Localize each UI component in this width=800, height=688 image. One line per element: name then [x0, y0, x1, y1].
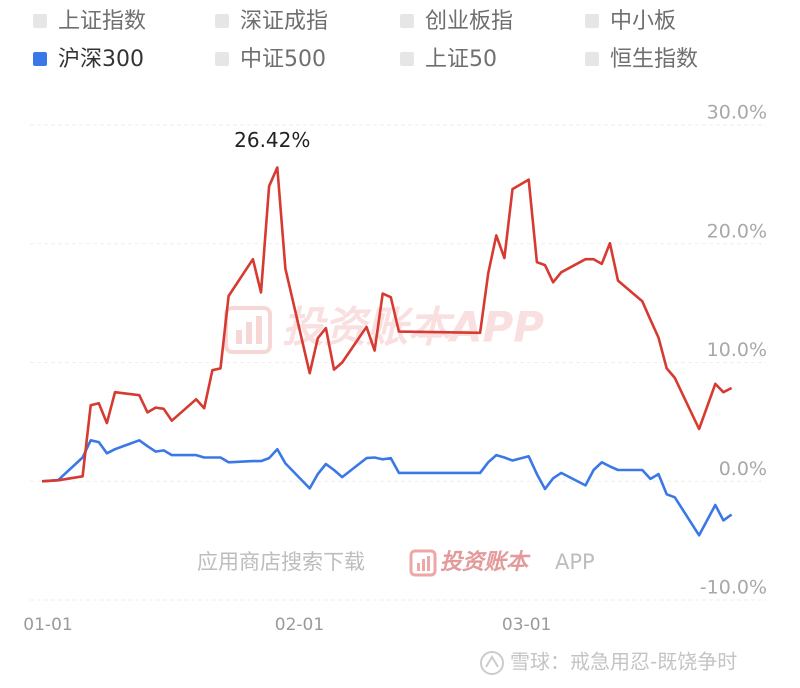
legend-swatch: [33, 14, 47, 28]
footer: 雪球：戒急用忍-既饶争时: [510, 650, 737, 674]
series-line: [41, 438, 733, 537]
download-icon: [409, 549, 437, 577]
legend-label: 恒生指数: [610, 47, 698, 72]
legend-label: 深证成指: [240, 9, 328, 34]
legend-swatch: [215, 52, 229, 66]
legend-label: 上证指数: [58, 9, 146, 34]
y-tick-label: 10.0%: [707, 339, 767, 361]
data-label: 26.42%: [234, 128, 310, 152]
legend-label: 沪深300: [58, 47, 144, 72]
legend-swatch: [400, 14, 414, 28]
y-tick-label: 0.0%: [719, 458, 767, 480]
footer-logo: [480, 651, 504, 675]
legend-label: 中小板: [610, 9, 676, 34]
watermark: 投资账本APP: [282, 303, 544, 352]
x-tick-label: 02-01: [275, 615, 324, 635]
watermark-icon: [224, 306, 272, 354]
legend-label: 创业板指: [425, 9, 513, 34]
legend-swatch: [400, 52, 414, 66]
legend-label: 上证50: [425, 47, 497, 72]
legend-swatch: [33, 52, 47, 66]
y-tick-label: 20.0%: [707, 220, 767, 242]
x-tick-label: 01-01: [23, 615, 72, 635]
x-tick-label: 03-01: [502, 615, 551, 635]
y-tick-label: 30.0%: [707, 102, 767, 124]
legend-swatch: [215, 14, 229, 28]
legend-label: 中证500: [240, 47, 326, 72]
legend-swatch: [585, 14, 599, 28]
download-brand: 投资账本: [440, 550, 531, 575]
download-suffix: APP: [555, 550, 595, 574]
y-tick-label: -10.0%: [700, 577, 767, 599]
legend-swatch: [585, 52, 599, 66]
download-note: 应用商店搜索下载: [197, 550, 365, 574]
series-line: [41, 166, 733, 483]
